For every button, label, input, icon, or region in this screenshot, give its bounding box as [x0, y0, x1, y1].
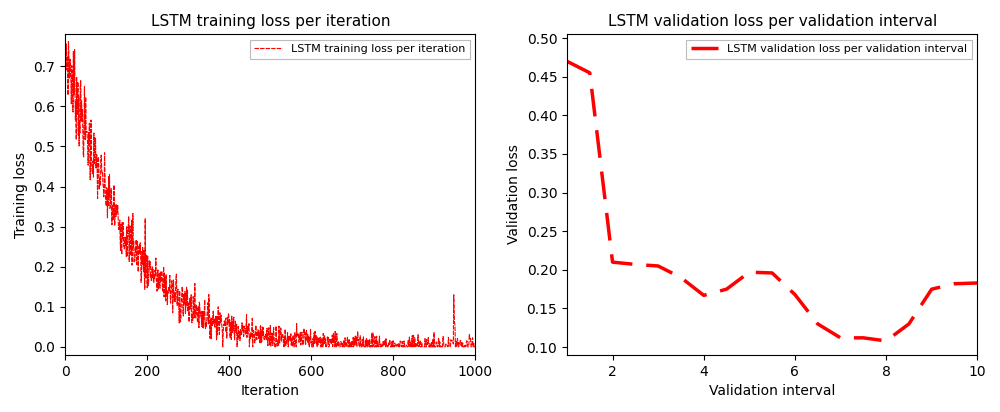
Y-axis label: Validation loss: Validation loss — [507, 145, 521, 244]
Y-axis label: Training loss: Training loss — [14, 152, 28, 238]
X-axis label: Iteration: Iteration — [241, 384, 300, 398]
Title: LSTM training loss per iteration: LSTM training loss per iteration — [151, 14, 390, 29]
X-axis label: Validation interval: Validation interval — [709, 384, 835, 398]
Legend: LSTM validation loss per validation interval: LSTM validation loss per validation inte… — [686, 40, 972, 59]
Legend: LSTM training loss per iteration: LSTM training loss per iteration — [250, 40, 470, 59]
Title: LSTM validation loss per validation interval: LSTM validation loss per validation inte… — [608, 14, 937, 29]
